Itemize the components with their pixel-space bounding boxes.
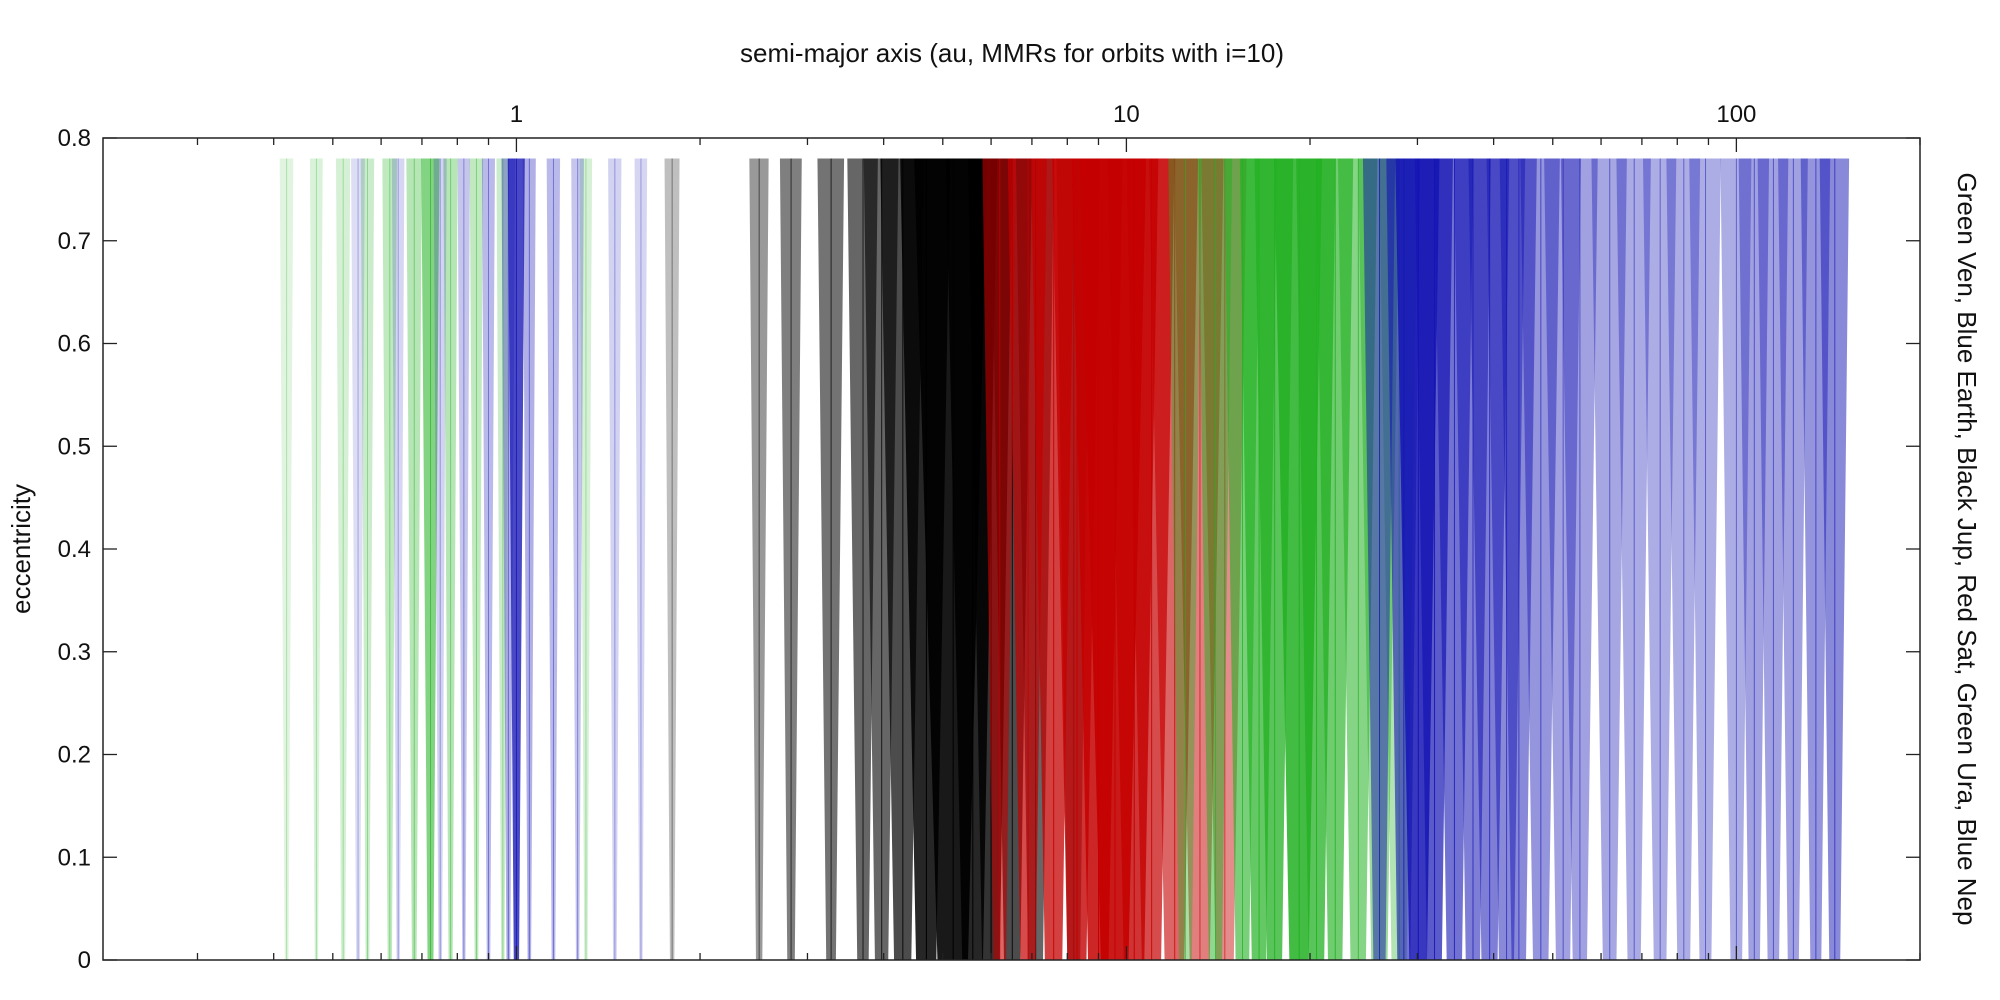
band-ven-2: [335, 158, 351, 961]
band-earth-4: [481, 158, 495, 961]
y-tick-label-7: 0.7: [58, 228, 91, 255]
y-tick-label-0: 0: [78, 947, 91, 974]
y-tick-label-8: 0.8: [58, 125, 91, 152]
band-earth-8: [546, 158, 561, 961]
band-ven-0: [279, 158, 294, 961]
band-nep-15: [1666, 158, 1701, 961]
band-earth-9: [571, 158, 584, 961]
band-ven-8: [469, 158, 484, 961]
band-nep-14: [1642, 158, 1677, 961]
band-ven-4: [382, 158, 398, 961]
resonance-bands: [279, 158, 1850, 961]
band-ura-1: [1197, 158, 1233, 961]
y-tick-label-6: 0.6: [58, 331, 91, 358]
band-ven-3: [360, 158, 375, 961]
band-nep-10: [1544, 158, 1581, 961]
y-tick-label-3: 0.3: [58, 639, 91, 666]
y-tick-label-4: 0.4: [58, 536, 91, 563]
band-earth-0: [351, 158, 365, 961]
band-nep-9: [1520, 158, 1560, 961]
y-tick-label-1: 0.1: [58, 844, 91, 871]
band-nep-12: [1591, 158, 1627, 961]
band-nep-11: [1560, 158, 1598, 961]
x-tick-label-2: 100: [1716, 101, 1756, 128]
band-earth-2: [433, 158, 447, 961]
band-earth-3: [457, 158, 470, 961]
y-tick-label-5: 0.5: [58, 433, 91, 460]
band-ven-9: [496, 158, 510, 961]
band-ven-10: [579, 158, 593, 961]
band-nep-8: [1499, 158, 1537, 961]
right-series-label: Green Ven, Blue Earth, Black Jup, Red Sa…: [1952, 173, 1982, 926]
band-earth-10: [608, 158, 622, 961]
x-axis-title: semi-major axis (au, MMRs for orbits wit…: [740, 38, 1284, 68]
band-jup-0: [664, 158, 680, 961]
band-ven-1: [309, 158, 323, 961]
band-sat-0: [982, 158, 1017, 961]
x-tick-label-1: 10: [1113, 101, 1140, 128]
band-ura-0: [1168, 158, 1202, 961]
x-tick-label-0: 1: [510, 101, 523, 128]
x-ticks: 1 10 100: [196, 101, 1921, 960]
band-earth-1: [391, 158, 405, 961]
y-ticks: 0 0.1 0.2 0.3 0.4 0.5 0.6 0.7 0.8: [58, 125, 1920, 974]
band-nep-13: [1616, 158, 1651, 961]
band-earth-11: [634, 158, 648, 961]
y-tick-label-2: 0.2: [58, 742, 91, 769]
y-axis-title: eccentricity: [6, 484, 36, 614]
